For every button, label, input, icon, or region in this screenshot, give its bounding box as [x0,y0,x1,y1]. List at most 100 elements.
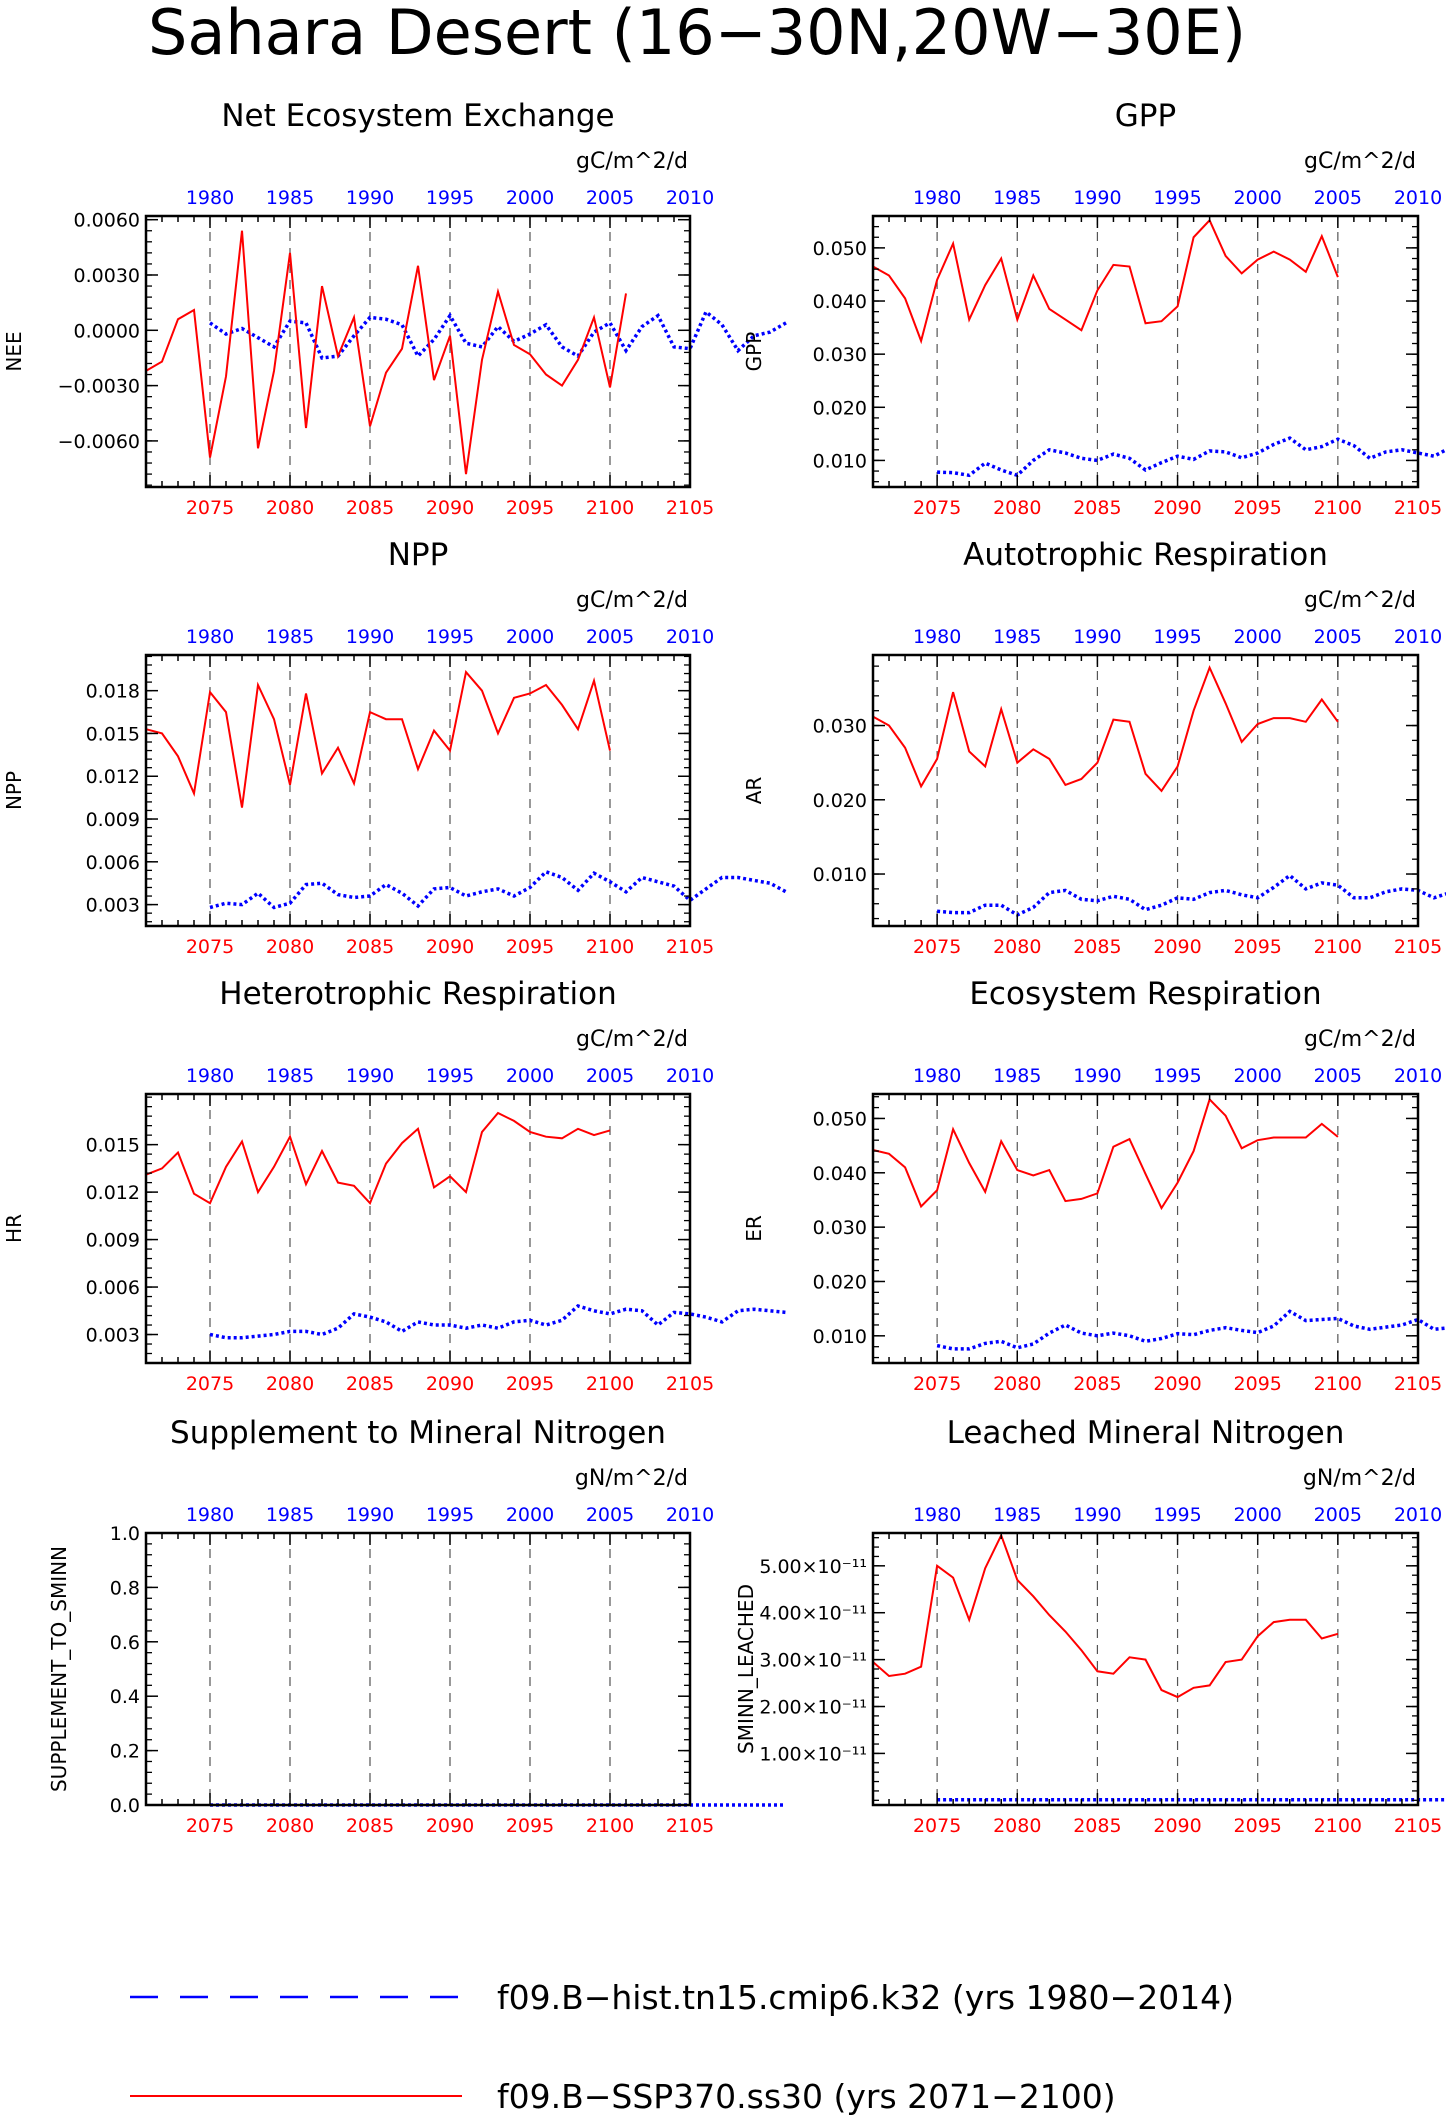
panel-4: Autotrophic Respiration gC/m^2/d 2075 2080 2… [742,537,1446,958]
bottom-tick-label: 2090 [426,1373,474,1395]
y-axis-label: NPP [2,771,26,810]
top-tick-label: 1985 [993,1504,1041,1526]
top-tick-label: 1980 [186,1065,234,1087]
bottom-tick-label: 2090 [426,1815,474,1837]
top-tick-label: 2010 [666,187,714,209]
bottom-tick-label: 2095 [1234,497,1282,519]
panel-title: Ecosystem Respiration [969,976,1321,1012]
panel-units: gC/m^2/d [1304,588,1416,613]
y-tick-label: 4.00×10⁻¹¹ [759,1603,867,1625]
top-tick-label: 2005 [586,1065,634,1087]
panel-title: GPP [1115,98,1176,134]
top-tick-label: 1980 [913,1504,961,1526]
top-tick-label: 2010 [666,1065,714,1087]
top-tick-label: 1995 [426,1065,474,1087]
bottom-tick-label: 2100 [586,1815,634,1837]
series-ssp-line [145,1111,611,1206]
bottom-tick-label: 2085 [346,936,394,958]
y-tick-label: 0.050 [813,238,867,260]
y-tick-label: 0.0 [110,1795,140,1817]
bottom-tick-label: 2090 [426,936,474,958]
top-tick-label: 1990 [346,1065,394,1087]
bottom-tick-label: 2100 [1314,497,1362,519]
top-tick-label: 1980 [913,626,961,648]
y-tick-label: 0.6 [110,1632,140,1654]
top-tick-label: 1990 [346,1504,394,1526]
bottom-tick-label: 2080 [993,1815,1041,1837]
panel-units: gC/m^2/d [576,1027,688,1052]
top-tick-label: 2000 [506,187,554,209]
bottom-tick-label: 2095 [506,1373,554,1395]
y-axis-label: HR [2,1214,26,1243]
panel-5: Heterotrophic Respiration gC/m^2/d 2075 208… [2,976,787,1395]
y-axis-label: ER [742,1215,766,1242]
bottom-tick-label: 2075 [186,1373,234,1395]
top-tick-label: 2005 [1314,187,1362,209]
top-tick-label: 1985 [993,626,1041,648]
y-axis-label: SMINN_LEACHED [734,1584,758,1754]
y-tick-label: 0.015 [86,723,140,745]
bottom-tick-label: 2100 [586,936,634,958]
y-tick-label: 3.00×10⁻¹¹ [759,1650,867,1672]
panel-units: gC/m^2/d [576,588,688,613]
series-hist-line [937,436,1446,478]
y-tick-label: 2.00×10⁻¹¹ [759,1697,867,1719]
top-tick-label: 2010 [1394,626,1442,648]
top-tick-label: 1995 [426,626,474,648]
top-tick-label: 1980 [913,187,961,209]
y-tick-label: 0.006 [86,1277,140,1299]
series-ssp-line [872,1532,1339,1699]
bottom-tick-label: 2095 [1234,1373,1282,1395]
panel-6: Ecosystem Respiration gC/m^2/d 2075 2080 208… [742,976,1446,1395]
bottom-tick-label: 2085 [346,1373,394,1395]
y-tick-label: 0.050 [813,1108,867,1130]
top-tick-label: 1985 [993,187,1041,209]
series-ssp-line [872,664,1339,793]
y-tick-label: 0.015 [86,1135,140,1157]
top-tick-label: 1995 [1153,187,1201,209]
y-tick-label: −0.0060 [58,431,140,453]
bottom-tick-label: 2090 [1153,936,1201,958]
y-tick-label: 0.030 [813,1217,867,1239]
panel-units: gN/m^2/d [575,1466,688,1491]
y-axis-label: SUPPLEMENT_TO_SMINN [47,1546,71,1792]
bottom-tick-label: 2075 [186,497,234,519]
top-tick-label: 1995 [1153,1504,1201,1526]
top-tick-label: 2005 [1314,1504,1362,1526]
bottom-tick-label: 2080 [993,1373,1041,1395]
bottom-tick-label: 2075 [186,1815,234,1837]
y-tick-label: 0.0000 [74,320,140,342]
bottom-tick-label: 2090 [1153,497,1201,519]
top-tick-label: 1980 [913,1065,961,1087]
panel-1: Net Ecosystem Exchange gC/m^2/d 2075 2080 20… [2,98,787,519]
bottom-tick-label: 2075 [913,497,961,519]
series-hist-line [936,873,1446,917]
bottom-tick-label: 2080 [266,1373,314,1395]
panel-2: GPP gC/m^2/d 2075 2080 2085 2090 2095 2100 2105 1… [742,98,1446,519]
top-tick-label: 2010 [1394,1065,1442,1087]
series-ssp-line [872,1097,1339,1211]
y-tick-label: 0.010 [813,450,867,472]
top-tick-label: 1980 [186,1504,234,1526]
bottom-tick-label: 2105 [1394,1373,1442,1395]
top-tick-label: 1980 [186,187,234,209]
y-tick-label: 0.020 [813,397,867,419]
plot-frame [871,1531,1420,1807]
panel-title: Supplement to Mineral Nitrogen [170,1415,666,1451]
series-ssp-line [145,669,611,808]
panel-title: Net Ecosystem Exchange [221,98,614,134]
y-tick-label: 0.010 [813,1326,867,1348]
top-tick-label: 1985 [266,626,314,648]
bottom-tick-label: 2100 [1314,936,1362,958]
top-tick-label: 2000 [1234,626,1282,648]
panel-title: NPP [388,537,449,573]
bottom-tick-label: 2080 [266,497,314,519]
bottom-tick-label: 2095 [506,497,554,519]
legend-ssp-label: f09.B−SSP370.ss30 (yrs 2071−2100) [497,2077,1116,2116]
panel-8: Leached Mineral Nitrogen gN/m^2/d 2075 2080… [734,1415,1446,1837]
y-tick-label: 0.003 [86,895,140,917]
top-tick-label: 2005 [586,626,634,648]
top-tick-label: 1990 [1073,187,1121,209]
top-tick-label: 1990 [1073,1504,1121,1526]
top-tick-label: 1995 [426,1504,474,1526]
